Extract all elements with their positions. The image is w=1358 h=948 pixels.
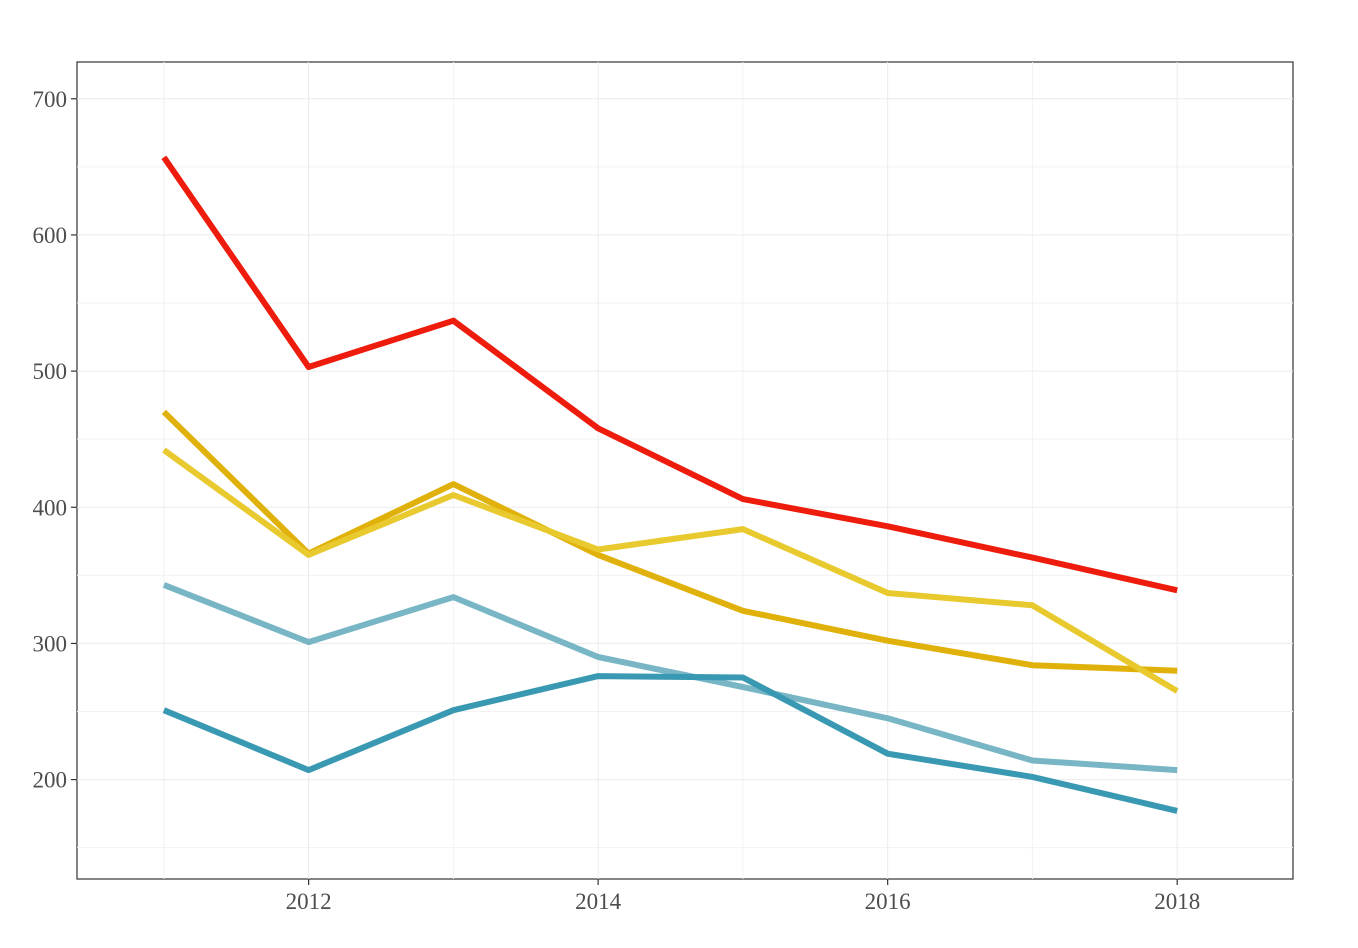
y-tick-label: 400 xyxy=(33,495,68,520)
x-tick-label: 2012 xyxy=(286,889,332,914)
y-tick-label: 700 xyxy=(33,87,68,112)
y-tick-label: 500 xyxy=(33,359,68,384)
series-line-1 xyxy=(161,155,1178,594)
y-tick-label: 200 xyxy=(33,768,68,793)
series-line-3 xyxy=(162,447,1179,694)
grid-lines xyxy=(77,62,1293,879)
series-line-5 xyxy=(162,673,1178,814)
series-line-4 xyxy=(162,582,1178,774)
y-tick-label: 300 xyxy=(33,631,68,656)
x-tick-label: 2016 xyxy=(865,889,911,914)
y-tick-label: 600 xyxy=(33,223,68,248)
axis-ticks xyxy=(71,98,1178,885)
x-tick-label: 2014 xyxy=(575,889,622,914)
x-tick-label: 2018 xyxy=(1154,889,1200,914)
series-lines xyxy=(161,155,1179,814)
tick-labels: 2012 2014 2016 2018 200 300 400 500 600 700 xyxy=(33,87,1201,914)
